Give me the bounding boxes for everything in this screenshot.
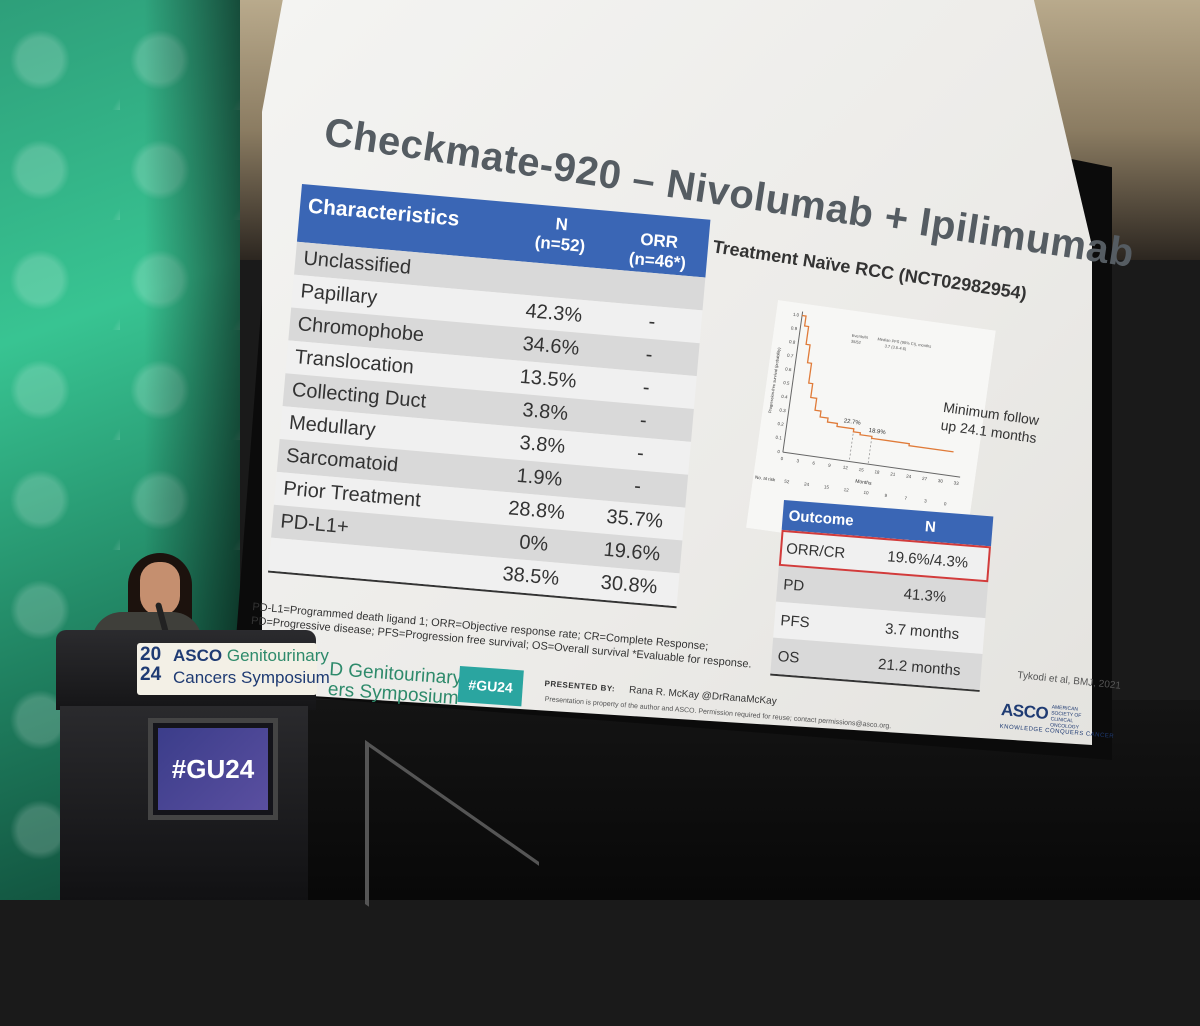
outcome-label: OS [777,647,801,667]
podium-hashtag: #GU24 [171,753,255,784]
row-orr-value: - [647,310,657,334]
row-orr-value: - [636,442,645,465]
row-n-value: 1.9% [515,464,564,491]
y-tick-label: 0.4 [781,394,788,400]
row-orr-value: - [633,475,642,498]
podium-asco-line: ASCO Genitourinary [173,646,329,666]
row-n-value: 13.5% [518,365,578,393]
podium-sign [137,643,317,695]
row-n-value: 28.8% [507,497,566,525]
risk-value: 0 [944,501,948,506]
outcome-value: 19.6%/4.3% [886,547,969,572]
outcome-label: ORR/CR [785,539,846,562]
asco-logo-text: ASCO [1000,700,1049,724]
header-n: N [924,517,937,536]
y-axis [782,311,804,453]
row-label [270,554,482,573]
header-orr: ORR (n=46*) [628,229,687,273]
risk-value: 52 [784,479,790,485]
outcome-table-body: ORR/CR 19.6%/4.3% PD 41.3% PFS 3.7 months OS 21… [770,529,991,692]
x-axis [782,451,961,478]
row-orr-value: - [644,343,654,367]
risk-value: 9 [884,493,888,498]
chart-background [745,300,996,559]
legend-median-value: 3.7 (3.5-4.6) [884,343,907,351]
x-tick-label: 27 [922,476,928,482]
podium-year: 20 24 [140,644,162,685]
risk-value: 12 [843,487,849,493]
km-survival-chart: 1.0 0.9 0.8 0.7 0.6 0.5 0.4 0.3 0.2 0.1 0 0 3 6 9 12 15… [745,300,996,559]
x-tick-label: 21 [890,471,896,477]
row-n-value: 0% [518,531,550,556]
annotation-22-7: 22.7% [843,418,861,426]
x-tick-label: 9 [828,463,832,468]
header-n: N (n=52) [533,214,586,256]
outcome-label: PD [782,575,805,595]
x-tick-label: 0 [780,456,784,461]
risk-value: 10 [863,490,869,496]
row-n-value: 38.5% [501,563,561,590]
km-curve [801,314,954,453]
x-tick-label: 18 [874,469,880,475]
x-ticks: 0 3 6 9 12 15 18 21 24 27 30 33 [780,456,959,486]
row-n-value: 34.6% [521,332,581,360]
y-tick-label: 0 [777,449,781,454]
risk-value: 3 [924,498,928,503]
outcome-value: 21.2 months [877,655,962,679]
y-tick-label: 0.9 [791,325,798,331]
risk-label: No. at risk [755,475,776,483]
annotation-18-9: 18.9% [868,428,886,436]
podium-genitourinary: Genitourinary [226,646,329,665]
podium-monitor-display: #GU24 [158,728,268,810]
table-body: Unclassified Papillary 42.3% - Chromophobe 34… [268,241,706,609]
y-tick-label: 0.1 [775,435,782,441]
legend-events-value: 35/52 [851,339,862,345]
x-tick-label: 6 [812,460,816,465]
row-n-value: 42.3% [524,300,584,327]
outcome-value: 41.3% [903,585,947,606]
y-tick-label: 0.5 [783,380,790,386]
y-tick-label: 0.8 [789,339,796,345]
podium-asco: ASCO [173,646,223,665]
x-tick-label: 12 [843,465,849,471]
risk-value: 15 [824,484,830,490]
row-n-value: 3.8% [518,431,567,458]
outcome-value: 3.7 months [884,619,960,643]
y-tick-label: 0.7 [787,353,794,359]
x-tick-label: 24 [906,474,912,480]
risk-value: 7 [904,496,908,501]
row-orr-value [606,285,704,294]
x-tick-label: 3 [796,458,800,463]
y-tick-label: 1.0 [793,312,800,318]
footer-hashtag-badge: #GU24 [457,666,524,707]
dashed-marker-18mo [867,437,873,465]
legend-events-label: Events/N [851,333,868,340]
characteristics-table: Characteristics N (n=52) ORR (n=46*) Unc… [268,184,711,609]
row-n-value: 3.8% [521,399,569,426]
podium-subtitle: Cancers Symposium [173,668,330,687]
x-tick-label: 30 [938,478,944,484]
y-tick-label: 0.3 [779,407,786,413]
row-orr-value: - [641,376,651,400]
row-orr-value: - [639,409,648,432]
header-outcome: Outcome [788,506,855,529]
risk-value: 24 [804,481,810,487]
row-n-value [508,277,606,286]
x-axis-label: Months [855,479,873,487]
row-orr-value: 35.7% [605,505,664,533]
outcome-table: Outcome N ORR/CR 19.6%/4.3% PD 41.3% PFS 3.7 … [770,500,994,692]
x-tick-label: 15 [858,467,864,473]
y-tick-label: 0.6 [785,366,792,372]
outcome-label: PFS [779,611,811,631]
row-orr-value: 19.6% [602,538,662,566]
y-tick-label: 0.2 [777,421,784,427]
y-ticks: 1.0 0.9 0.8 0.7 0.6 0.5 0.4 0.3 0.2 0.1 0 [775,312,800,455]
row-orr-value: 30.8% [599,571,659,599]
x-tick-label: 33 [953,480,959,486]
